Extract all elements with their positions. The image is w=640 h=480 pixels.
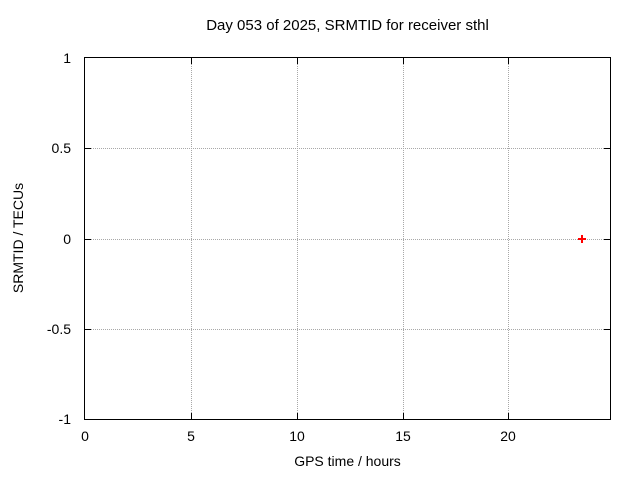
tick-mark [604,239,610,240]
tick-mark [297,58,298,64]
y-tick-label: 1 [63,50,71,66]
gridline [403,58,404,419]
tick-mark [403,58,404,64]
tick-mark [403,413,404,419]
gridline [85,329,610,330]
gridline [191,58,192,419]
tick-mark [85,148,91,149]
x-axis-label: GPS time / hours [294,453,401,469]
chart-title: Day 053 of 2025, SRMTID for receiver sth… [206,17,489,34]
tick-mark [604,329,610,330]
y-tick-label: 0 [63,231,71,247]
gridline [85,239,610,240]
gridline [85,148,610,149]
x-tick-label: 15 [395,428,411,444]
y-tick-label: -0.5 [46,321,71,337]
x-tick-label: 5 [187,428,195,444]
tick-mark [191,58,192,64]
y-tick-label: -1 [58,411,71,427]
tick-mark [85,329,91,330]
tick-mark [508,58,509,64]
gridline [297,58,298,419]
tick-mark [297,413,298,419]
x-tick-label: 20 [500,428,516,444]
tick-mark [85,239,91,240]
x-tick-label: 0 [81,428,89,444]
marker-arm [581,235,583,243]
data-point-marker [578,235,586,243]
x-tick-label: 10 [289,428,305,444]
y-tick-label: 0.5 [51,140,71,156]
tick-mark [604,148,610,149]
plot-area [84,57,611,420]
tick-mark [191,413,192,419]
tick-mark [508,413,509,419]
gridline [508,58,509,419]
